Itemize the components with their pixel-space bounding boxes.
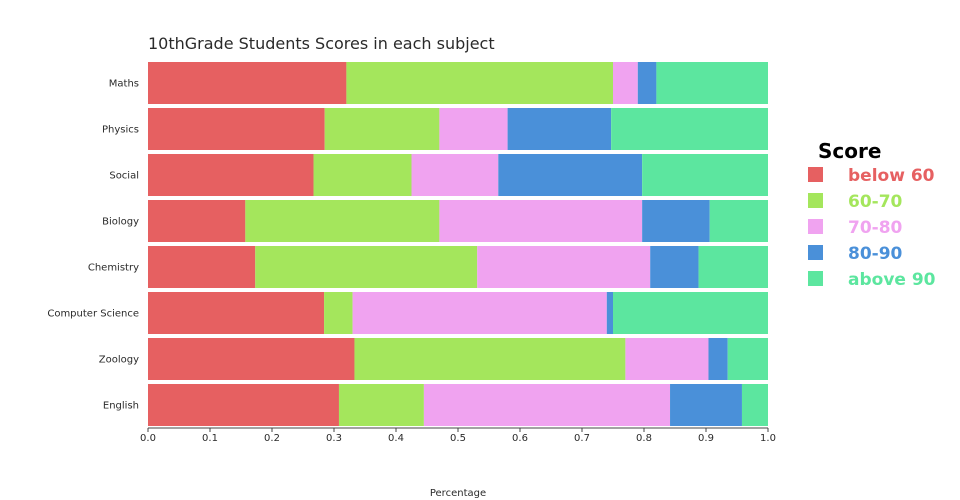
- bar-maths-80-90: [637, 62, 657, 104]
- bar-physics-70-80: [439, 108, 508, 150]
- x-tick-label: 1.0: [760, 433, 776, 444]
- x-tick-label: 0.8: [636, 433, 652, 444]
- bar-chemistry-above-90: [698, 246, 768, 288]
- bar-english-70-80: [423, 384, 671, 426]
- bar-chemistry-70-80: [477, 246, 651, 288]
- bar-biology-60-70: [245, 200, 440, 242]
- x-tick-label: 0.6: [512, 433, 528, 444]
- legend-label-above-90: above 90: [848, 270, 936, 290]
- x-tick-label: 0.1: [202, 433, 218, 444]
- category-labels: Maths Physics Social Biology Chemistry Comput…: [47, 79, 139, 412]
- bar-computer-science-70-80: [352, 292, 607, 334]
- legend-label-below-60: below 60: [848, 166, 935, 186]
- bar-maths-below-60: [148, 62, 347, 104]
- x-tick-label: 0.4: [388, 433, 404, 444]
- category-label: Physics: [102, 125, 139, 136]
- bar-biology-above-90: [709, 200, 768, 242]
- legend: Score below 60 60-70 70-80 80-90 above 90: [808, 139, 936, 290]
- bar-english-below-60: [148, 384, 339, 426]
- bar-social-60-70: [313, 154, 412, 196]
- bar-zoology-80-90: [708, 338, 728, 380]
- bar-zoology-above-90: [727, 338, 768, 380]
- bar-zoology-below-60: [148, 338, 355, 380]
- bar-physics-below-60: [148, 108, 325, 150]
- legend-label-70-80: 70-80: [848, 218, 903, 238]
- bar-english-80-90: [670, 384, 742, 426]
- bar-social-below-60: [148, 154, 314, 196]
- category-label: Zoology: [99, 355, 139, 366]
- chart-title: 10thGrade Students Scores in each subjec…: [148, 34, 495, 53]
- category-label: Social: [109, 171, 139, 182]
- bar-english-above-90: [741, 384, 768, 426]
- category-label: English: [103, 401, 139, 412]
- legend-swatch-80-90: [808, 245, 823, 260]
- x-axis-title: Percentage: [430, 488, 486, 499]
- category-label: Chemistry: [88, 263, 139, 274]
- x-tick-label: 0.0: [140, 433, 156, 444]
- category-label: Computer Science: [47, 309, 139, 320]
- legend-swatch-above-90: [808, 271, 823, 286]
- legend-title: Score: [818, 139, 881, 163]
- bar-physics-80-90: [507, 108, 612, 150]
- bar-computer-science-above-90: [613, 292, 768, 334]
- legend-swatch-60-70: [808, 193, 823, 208]
- bar-biology-80-90: [642, 200, 710, 242]
- bar-zoology-60-70: [354, 338, 626, 380]
- legend-label-60-70: 60-70: [848, 192, 903, 212]
- bar-maths-above-90: [656, 62, 768, 104]
- bar-computer-science-60-70: [324, 292, 353, 334]
- bar-chemistry-below-60: [148, 246, 256, 288]
- x-tick-label: 0.9: [698, 433, 714, 444]
- bar-english-60-70: [338, 384, 424, 426]
- bar-social-80-90: [498, 154, 643, 196]
- x-tick-label: 0.2: [264, 433, 280, 444]
- x-axis: 0.0 0.1 0.2 0.3 0.4 0.5 0.6 0.7 0.8 0.9 1.0: [140, 427, 776, 444]
- bar-maths-70-80: [613, 62, 638, 104]
- x-tick-label: 0.3: [326, 433, 342, 444]
- category-label: Biology: [102, 217, 139, 228]
- bar-social-above-90: [642, 154, 768, 196]
- bar-chemistry-60-70: [255, 246, 478, 288]
- bar-computer-science-below-60: [148, 292, 325, 334]
- bar-zoology-70-80: [625, 338, 709, 380]
- bar-physics-60-70: [324, 108, 440, 150]
- bar-chemistry-80-90: [650, 246, 699, 288]
- bar-maths-60-70: [346, 62, 613, 104]
- bar-biology-below-60: [148, 200, 246, 242]
- bar-computer-science-80-90: [606, 292, 613, 334]
- bar-area: [148, 62, 768, 426]
- bar-physics-above-90: [611, 108, 768, 150]
- x-tick-label: 0.5: [450, 433, 466, 444]
- bar-biology-70-80: [439, 200, 643, 242]
- category-label: Maths: [109, 79, 139, 90]
- bar-social-70-80: [411, 154, 499, 196]
- legend-swatch-below-60: [808, 167, 823, 182]
- x-tick-label: 0.7: [574, 433, 590, 444]
- legend-swatch-70-80: [808, 219, 823, 234]
- legend-label-80-90: 80-90: [848, 244, 903, 264]
